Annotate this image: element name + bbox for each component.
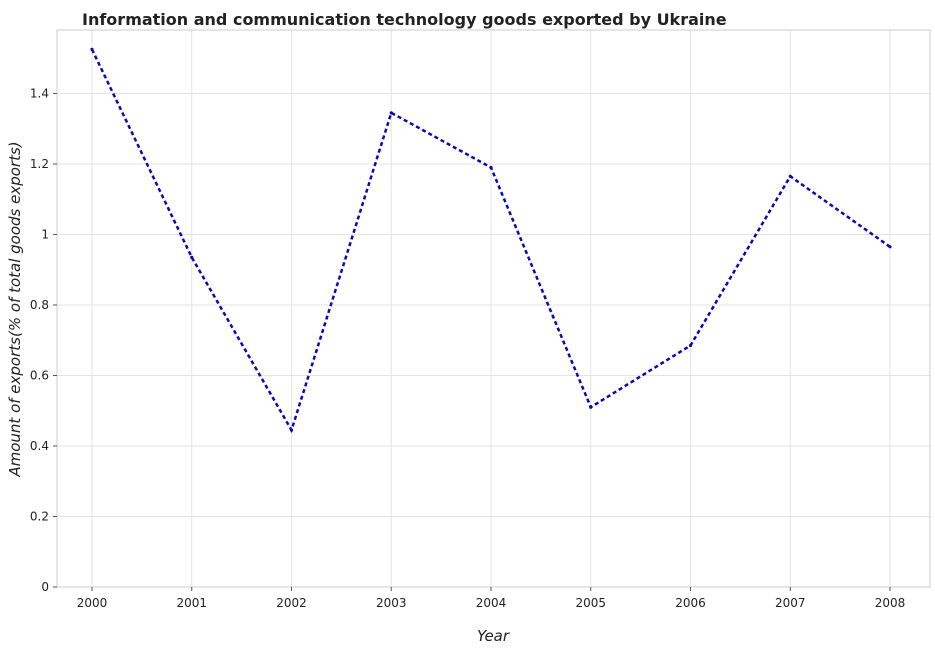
y-axis: 0 0.2 0.4 0.6 0.8 1 1.2 1.4 [30, 86, 57, 594]
y-axis-label: Amount of exports(% of total goods expor… [6, 141, 24, 477]
y-tick-label: 0.2 [30, 509, 49, 523]
data-point [389, 111, 393, 115]
y-tick-label: 0 [41, 580, 49, 594]
y-tick-label: 0.6 [30, 368, 49, 382]
plot-frame [56, 29, 931, 588]
x-axis: 2000 2001 2002 2003 2004 2005 2006 2007 2008 [77, 587, 906, 610]
y-tick-label: 1 [41, 227, 49, 241]
x-tick-label: 2001 [176, 596, 207, 610]
series-layer [90, 47, 892, 434]
data-point [289, 428, 294, 432]
x-tick-label: 2004 [476, 596, 507, 610]
data-point [589, 405, 593, 409]
data-point [888, 245, 892, 249]
data-point [788, 174, 792, 178]
gridlines [57, 30, 930, 588]
x-tick-label: 2000 [77, 596, 108, 610]
y-tick-label: 0.8 [30, 298, 49, 312]
data-point [688, 343, 693, 348]
x-tick-label: 2003 [376, 596, 407, 610]
x-axis-label: Year [477, 627, 510, 645]
x-tick-label: 2002 [276, 596, 307, 610]
y-tick-label: 1.4 [30, 86, 49, 100]
data-point [190, 255, 194, 259]
chart-title: Information and communication technology… [82, 10, 727, 29]
x-tick-label: 2007 [775, 596, 806, 610]
y-tick-label: 1.2 [30, 157, 49, 171]
data-point [489, 165, 493, 170]
data-point [90, 47, 94, 51]
y-tick-label: 0.4 [30, 439, 49, 453]
x-tick-label: 2006 [675, 596, 706, 610]
x-tick-label: 2005 [575, 596, 606, 610]
x-tick-label: 2008 [875, 596, 906, 610]
